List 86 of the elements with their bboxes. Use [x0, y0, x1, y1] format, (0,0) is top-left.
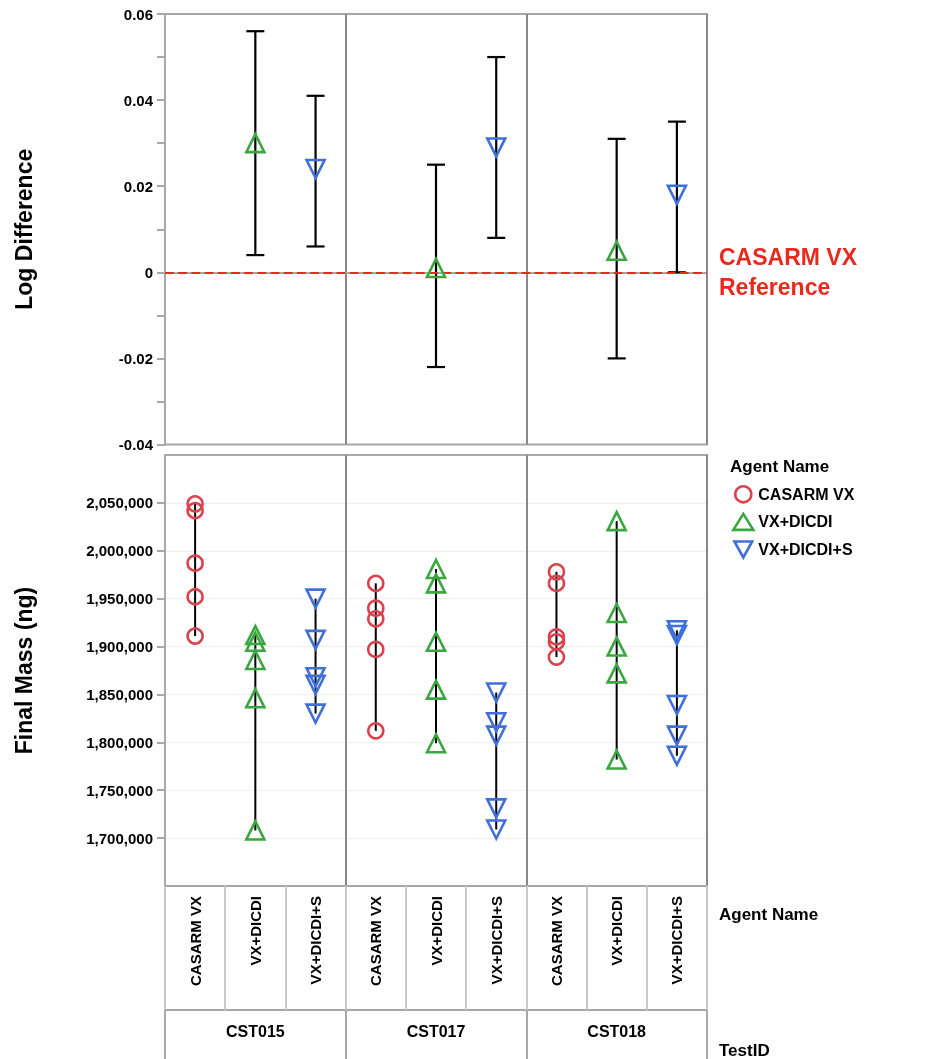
point: [245, 631, 266, 653]
x-tick-label: VX+DICDI: [427, 896, 445, 966]
x-tick-label: CASARM VX: [367, 896, 385, 987]
point: [666, 725, 688, 746]
point: [425, 679, 447, 700]
x-tick-label: VX+DICDI: [608, 896, 626, 966]
text: CST017: [406, 1022, 466, 1040]
y-tick-label: 0.06: [123, 5, 153, 23]
point: [425, 732, 447, 754]
point: [245, 624, 266, 646]
point: [606, 749, 627, 770]
point: [186, 587, 204, 606]
point: [485, 798, 507, 819]
point: [666, 694, 688, 716]
point: [547, 628, 566, 646]
point: [186, 554, 204, 573]
point: [666, 624, 688, 646]
x-tick-label: CASARM VX: [186, 896, 204, 987]
text: CST018: [587, 1022, 647, 1040]
point: [305, 158, 326, 180]
point: [305, 674, 326, 696]
point: [606, 602, 627, 624]
point: [547, 574, 566, 593]
point: [186, 501, 204, 520]
point: [485, 725, 507, 746]
y-tick-label: 2,000,000: [86, 542, 153, 560]
text: CST015: [225, 1022, 285, 1040]
point: [305, 703, 326, 724]
legend-label: VX+DICDI: [758, 513, 833, 531]
point: [245, 820, 266, 841]
point: [366, 574, 385, 593]
point: [366, 640, 385, 659]
x-tick-label: CASARM VX: [547, 896, 565, 987]
legend-label: CASARM VX: [758, 485, 855, 503]
point: [606, 510, 627, 532]
y-tick-label: 0: [144, 263, 153, 281]
point: [666, 619, 688, 641]
y-tick-label: 1,800,000: [86, 733, 153, 751]
point: [485, 711, 507, 733]
point: [425, 631, 447, 653]
point: [547, 563, 566, 581]
y-tick-label: 1,900,000: [86, 638, 153, 656]
point: [186, 627, 204, 645]
point: [245, 687, 266, 709]
y-tick-label: 1,950,000: [86, 590, 153, 608]
point: [547, 632, 566, 651]
point: [425, 573, 447, 594]
point: [485, 137, 507, 158]
ref-line-label: CASARM VX Reference: [719, 244, 864, 301]
legend-label: VX+DICDI+S: [758, 541, 853, 558]
y-tick-label: 1,700,000: [86, 829, 153, 847]
point: [485, 682, 507, 703]
point: [366, 599, 385, 618]
x-tick-label: VX+DICDI+S: [668, 896, 686, 985]
point: [425, 257, 447, 279]
y-tick-label: 1,850,000: [86, 685, 153, 703]
point: [366, 722, 385, 740]
y-tick-label: -0.04: [118, 436, 154, 453]
point: [606, 240, 627, 262]
point: [666, 745, 688, 767]
point: [425, 558, 447, 580]
point: [366, 609, 385, 628]
y-tick-label: 0.02: [123, 177, 153, 195]
point: [245, 132, 266, 154]
legend-title: Agent Name: [730, 457, 830, 476]
point: [606, 663, 627, 684]
point: [547, 648, 566, 666]
point: [245, 649, 266, 671]
point: [606, 636, 627, 657]
y-tick-label: -0.02: [118, 349, 153, 367]
point: [305, 629, 326, 651]
point: [186, 495, 204, 513]
text: TestID: [719, 1041, 770, 1059]
point: [305, 666, 326, 688]
x-tick-label: VX+DICDI: [246, 896, 264, 966]
point: [485, 819, 507, 840]
x-tick-label: VX+DICDI+S: [307, 896, 325, 985]
y-axis-title: Final Mass (ng): [10, 586, 37, 755]
y-axis-title: Log Difference: [10, 148, 37, 310]
y-tick-label: 1,750,000: [86, 781, 153, 799]
y-tick-label: 0.04: [123, 91, 154, 109]
x-axis-title: Agent Name: [719, 905, 819, 924]
point: [305, 588, 326, 609]
point: [666, 184, 688, 206]
y-tick-label: 2,050,000: [86, 494, 153, 512]
x-tick-label: VX+DICDI+S: [487, 896, 505, 985]
